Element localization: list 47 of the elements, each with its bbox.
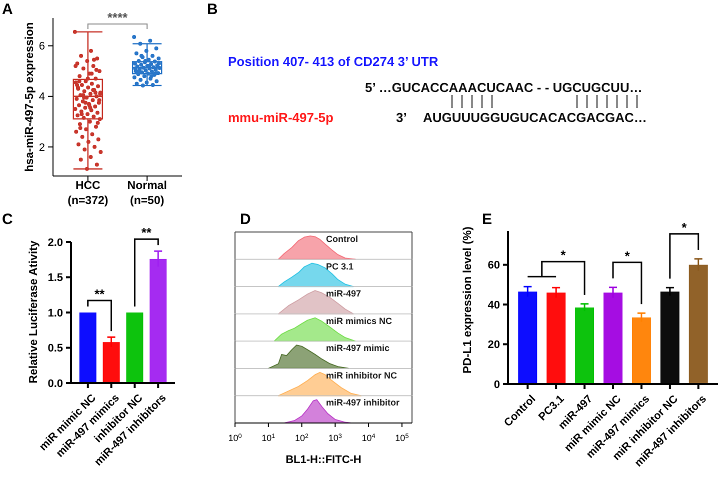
- text: **: [141, 225, 152, 240]
- y-tick-label: 40: [488, 299, 500, 312]
- y-tick-label: 0: [494, 378, 500, 391]
- text: AUGUUUGGUGUCACACGACGAC…: [423, 110, 647, 125]
- y-tick-label: 1.5: [48, 272, 63, 284]
- x-tick-label: 10$^{0}$: [228, 432, 242, 443]
- y-axis-title: hsa-miR-497-5p expression: [24, 22, 36, 172]
- series-label: PC 3.1: [326, 261, 354, 272]
- x-tick-label: HCC (n=372): [68, 180, 108, 207]
- y-tick-label: 2: [38, 142, 45, 154]
- y-tick-label: 20: [488, 339, 500, 352]
- text: 5’ …GUCACCAAACUCAAC - - UGCUGCUU…: [365, 80, 642, 95]
- series-label: miR-497 mimic: [326, 343, 390, 354]
- x-tick-label: 10$^{3}$: [328, 432, 342, 443]
- chart-title: E: [482, 211, 492, 228]
- y-tick-label: 2.0: [48, 236, 63, 249]
- text: mmu-miR-497-5p: [228, 110, 334, 125]
- x-tick-label: 10$^{2}$: [295, 432, 310, 443]
- annotation: **: [94, 286, 106, 302]
- y-axis-title: PD-L1 expression level (%): [462, 226, 474, 374]
- text: B: [207, 1, 218, 18]
- y-tick-label: 1.0: [48, 307, 63, 320]
- x-tick-label: Normal (n=50): [127, 180, 167, 207]
- annotation: ****: [107, 10, 129, 25]
- chart-title: D: [240, 211, 251, 228]
- y-tick-label: 0.5: [48, 342, 63, 355]
- annotation: *: [682, 220, 688, 235]
- x-tick-label: 10$^{4}$: [362, 432, 376, 443]
- series-label: miR-497: [326, 288, 362, 299]
- y-tick-label: 0.0: [48, 378, 63, 390]
- x-tick-label: 10$^{1}$: [262, 432, 276, 443]
- series-label: miR inhibitor NC: [326, 370, 398, 380]
- x-axis-title: BL1-H::FITC-H: [286, 454, 362, 466]
- text: 3’: [396, 110, 407, 125]
- annotation: *: [624, 248, 631, 264]
- text: Position 407- 413 of CD274 3’ UTR: [228, 54, 439, 69]
- annotation: *: [560, 248, 567, 263]
- x-tick-label: 10$^{5}$: [395, 432, 410, 443]
- chart-title: A: [2, 1, 13, 18]
- series-label: miR-497 inhibitor: [326, 398, 400, 408]
- series-label: miR mimics NC: [326, 316, 393, 326]
- y-tick-label: 6: [38, 40, 45, 53]
- series-label: Control: [326, 234, 358, 244]
- y-tick-label: 4: [38, 91, 45, 104]
- y-axis-title: Relative Luciferase Ativity: [28, 240, 40, 384]
- y-tick-label: 60: [488, 260, 500, 272]
- chart-title: C: [2, 211, 13, 228]
